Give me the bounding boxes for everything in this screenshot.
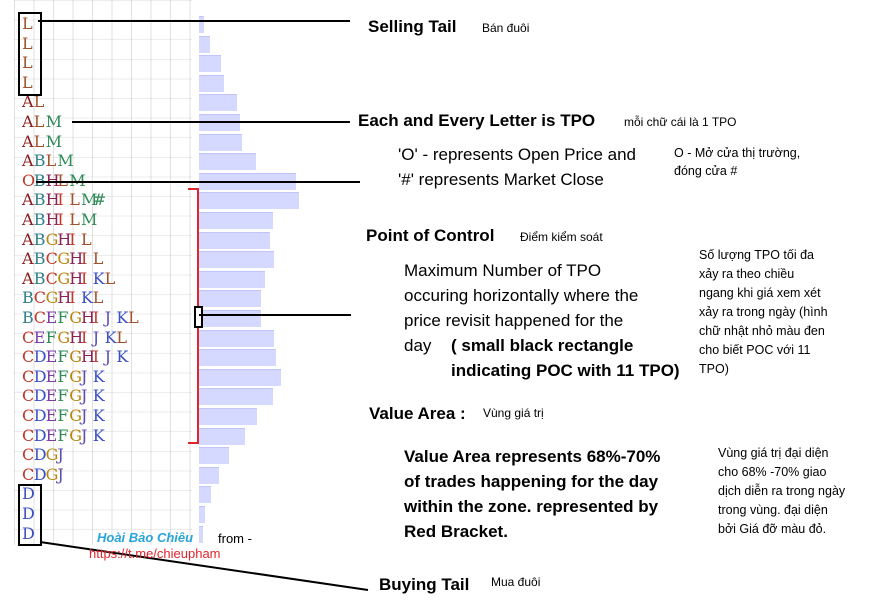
buying-tail-vi: Mua đuôi (491, 575, 540, 589)
credit-link[interactable]: https://t.me/chieupham (89, 546, 221, 561)
credit-name: Hoài Bảo Chiêu (97, 530, 193, 545)
credit-from: from - (218, 531, 252, 546)
buying-tail-title: Buying Tail (379, 575, 469, 595)
